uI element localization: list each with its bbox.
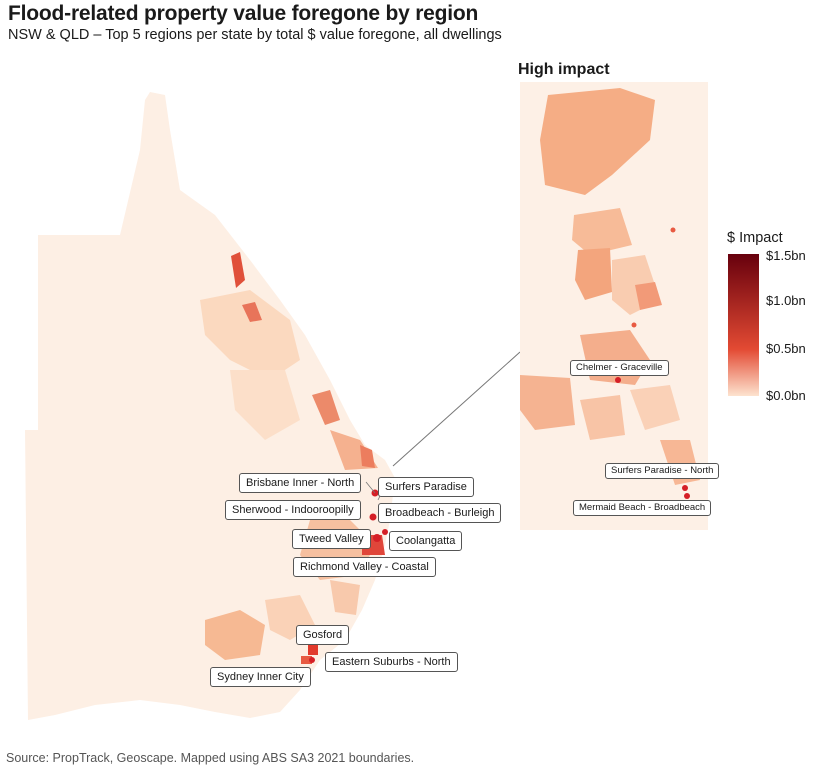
- inset-region-south-a: [580, 395, 625, 440]
- label-coolangatta: Coolangatta: [389, 531, 463, 551]
- label-tweed-valley: Tweed Valley: [292, 529, 371, 549]
- label-eastern-suburbs-north: Eastern Suburbs - North: [325, 652, 458, 672]
- label-richmond-valley-coastal: Richmond Valley - Coastal: [293, 557, 436, 577]
- region-mid-north: [330, 580, 360, 615]
- hotspot-coolangatta: [382, 529, 388, 535]
- inset-region-west-b: [575, 248, 612, 300]
- inset-hotspot-center: [631, 322, 637, 328]
- legend-tick-1-5bn: $1.5bn: [766, 248, 806, 263]
- label-mermaid-beach-broadbeach: Mermaid Beach - Broadbeach: [573, 500, 712, 516]
- inset-connector: [392, 351, 521, 467]
- label-sherwood-indooroopilly: Sherwood - Indooroopilly: [225, 500, 361, 520]
- legend-title: $ Impact: [727, 230, 783, 246]
- inset-hotspot-coast: [670, 227, 676, 233]
- chart-subtitle: NSW & QLD – Top 5 regions per state by t…: [8, 27, 502, 43]
- leader-brisbane: [365, 481, 376, 494]
- region-mackay: [312, 390, 340, 425]
- hotspot-sherwood: [369, 513, 377, 521]
- label-surfers-paradise: Surfers Paradise: [378, 477, 474, 497]
- label-surfers-paradise-north: Surfers Paradise - North: [605, 463, 720, 479]
- region-coast-a: [242, 302, 262, 322]
- region-sydney: [301, 656, 312, 664]
- region-central-west: [205, 610, 265, 660]
- region-gympie: [360, 445, 375, 468]
- inset-hotspot-mermaid: [684, 493, 690, 499]
- source-note: Source: PropTrack, Geoscape. Mapped usin…: [6, 751, 415, 765]
- legend-tick-0-0bn: $0.0bn: [766, 388, 806, 403]
- region-north: [231, 252, 245, 288]
- hotspot-eastern-suburbs: [309, 657, 315, 663]
- inset-hotspot-surfers: [682, 485, 688, 491]
- label-broadbeach-burleigh: Broadbeach - Burleigh: [378, 503, 502, 523]
- inset-region-south-b: [630, 385, 680, 430]
- legend-tick-1-0bn: $1.0bn: [766, 293, 806, 308]
- legend-color-bar: [728, 254, 759, 396]
- inset-hotspot-chelmer: [615, 377, 621, 383]
- inset-region-hotspot: [635, 282, 662, 310]
- label-sydney-inner-city: Sydney Inner City: [210, 667, 311, 687]
- inset-region-west-a: [572, 208, 632, 255]
- region-west-qld: [230, 370, 300, 440]
- legend-tick-0-5bn: $0.5bn: [766, 341, 806, 356]
- inset-region-north: [540, 88, 655, 195]
- region-central: [200, 290, 300, 380]
- chart-title: Flood-related property value foregone by…: [8, 2, 479, 25]
- inset-region-ipswich: [520, 375, 575, 430]
- label-brisbane-inner-north: Brisbane Inner - North: [239, 473, 362, 493]
- label-chelmer-graceville: Chelmer - Graceville: [570, 360, 669, 376]
- hotspot-tweed: [373, 534, 381, 542]
- region-gosford: [308, 645, 318, 655]
- label-gosford: Gosford: [296, 625, 350, 645]
- inset-title: High impact: [518, 61, 610, 78]
